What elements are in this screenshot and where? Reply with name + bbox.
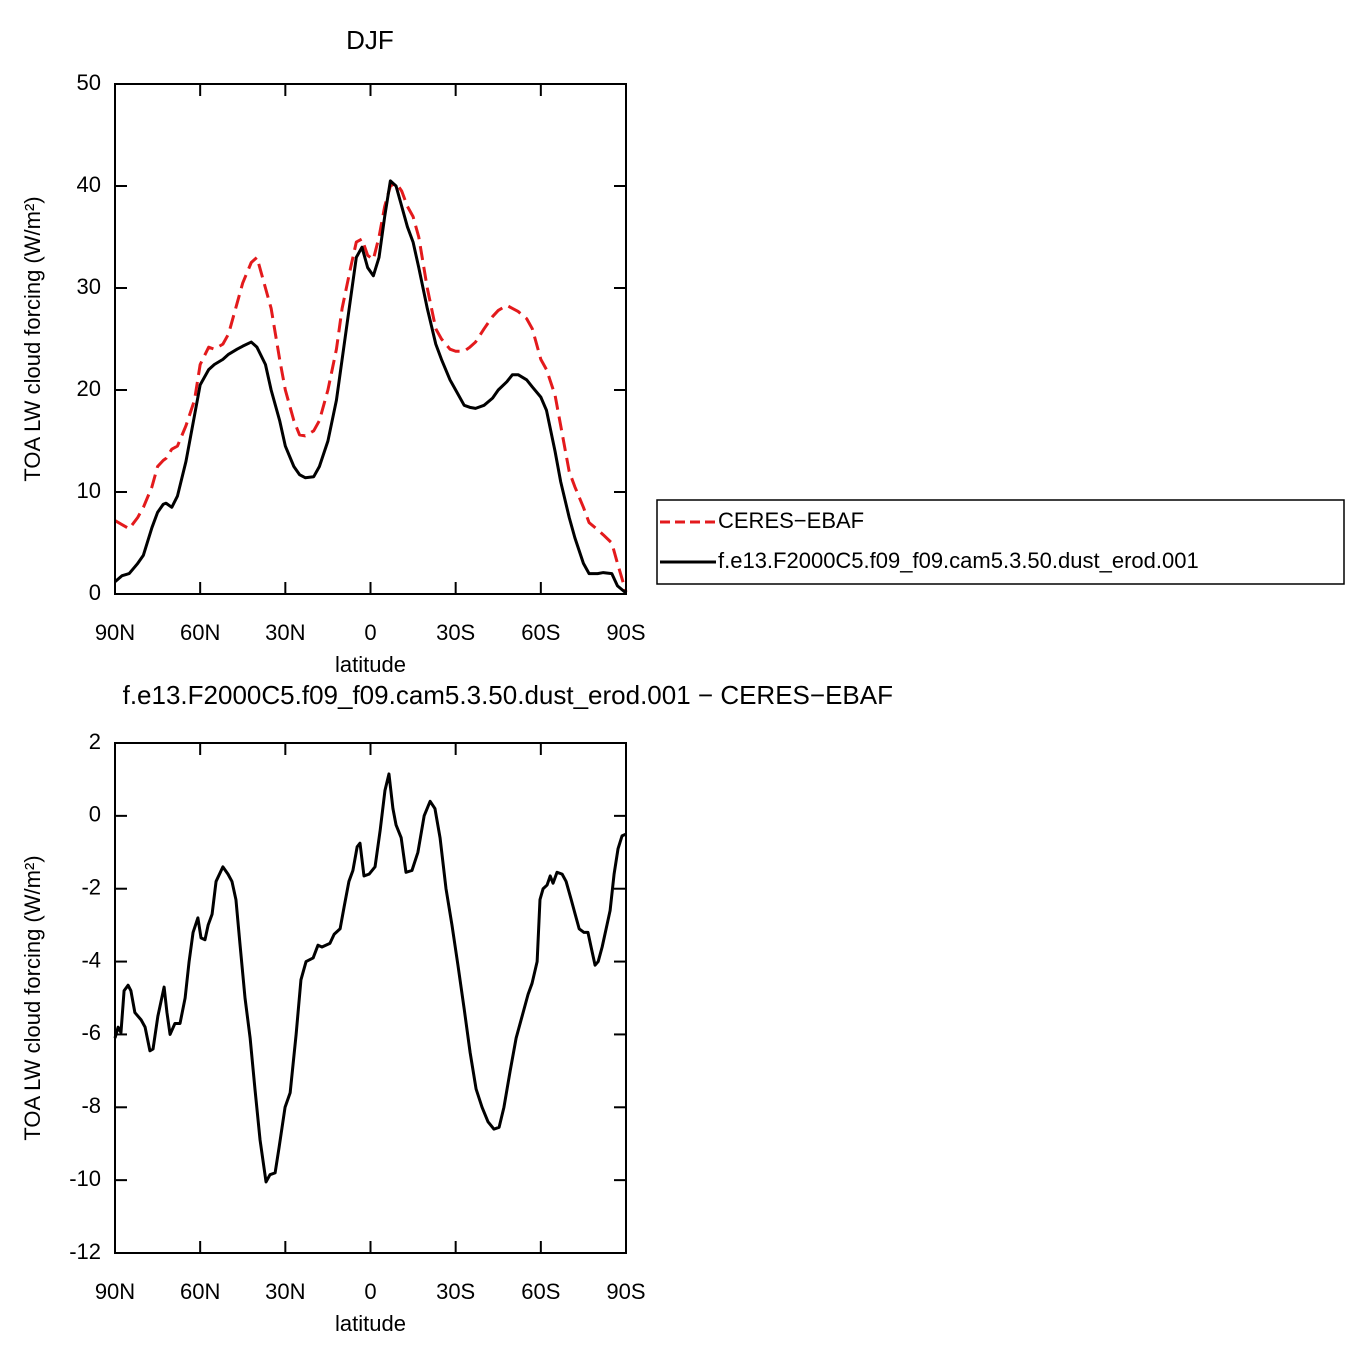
- x-axis-label: latitude: [335, 652, 406, 677]
- data-line: [114, 181, 628, 593]
- x-tick-label: 60S: [521, 1279, 560, 1304]
- data-line: [114, 179, 627, 595]
- y-tick-label: -2: [81, 875, 101, 900]
- x-tick-label: 60N: [180, 620, 220, 645]
- y-tick-label: 20: [77, 376, 101, 401]
- chart-title: DJF: [346, 25, 394, 55]
- y-tick-label: 0: [89, 802, 101, 827]
- y-tick-label: -6: [81, 1020, 101, 1045]
- y-axis-label: TOA LW cloud forcing (W/m²): [20, 196, 45, 481]
- legend-label: f.e13.F2000C5.f09_f09.cam5.3.50.dust_ero…: [718, 548, 1199, 573]
- plot-frame: [114, 83, 627, 595]
- y-tick-label: -10: [69, 1166, 101, 1191]
- y-tick-label: 2: [89, 729, 101, 754]
- x-tick-label: 90N: [95, 620, 135, 645]
- plot-frame: [114, 742, 627, 1254]
- x-tick-label: 90S: [606, 1279, 645, 1304]
- y-tick-label: 0: [89, 580, 101, 605]
- y-tick-label: -4: [81, 947, 101, 972]
- x-tick-label: 30N: [265, 620, 305, 645]
- x-tick-label: 60S: [521, 620, 560, 645]
- data-line: [113, 772, 627, 1184]
- y-tick-label: -8: [81, 1093, 101, 1118]
- x-axis-label: latitude: [335, 1311, 406, 1336]
- chart-title: f.e13.F2000C5.f09_f09.cam5.3.50.dust_ero…: [123, 680, 893, 710]
- x-tick-label: 30S: [436, 1279, 475, 1304]
- x-tick-label: 60N: [180, 1279, 220, 1304]
- y-axis-label: TOA LW cloud forcing (W/m²): [20, 855, 45, 1140]
- x-tick-label: 30S: [436, 620, 475, 645]
- x-tick-label: 30N: [265, 1279, 305, 1304]
- x-tick-label: 90S: [606, 620, 645, 645]
- legend-label: CERES−EBAF: [718, 508, 864, 533]
- y-tick-label: 40: [77, 172, 101, 197]
- legend-box: [656, 499, 1345, 585]
- x-tick-label: 0: [364, 620, 376, 645]
- x-tick-label: 0: [364, 1279, 376, 1304]
- y-tick-label: 30: [77, 274, 101, 299]
- y-tick-label: -12: [69, 1239, 101, 1264]
- y-tick-label: 10: [77, 478, 101, 503]
- x-tick-label: 90N: [95, 1279, 135, 1304]
- y-tick-label: 50: [77, 70, 101, 95]
